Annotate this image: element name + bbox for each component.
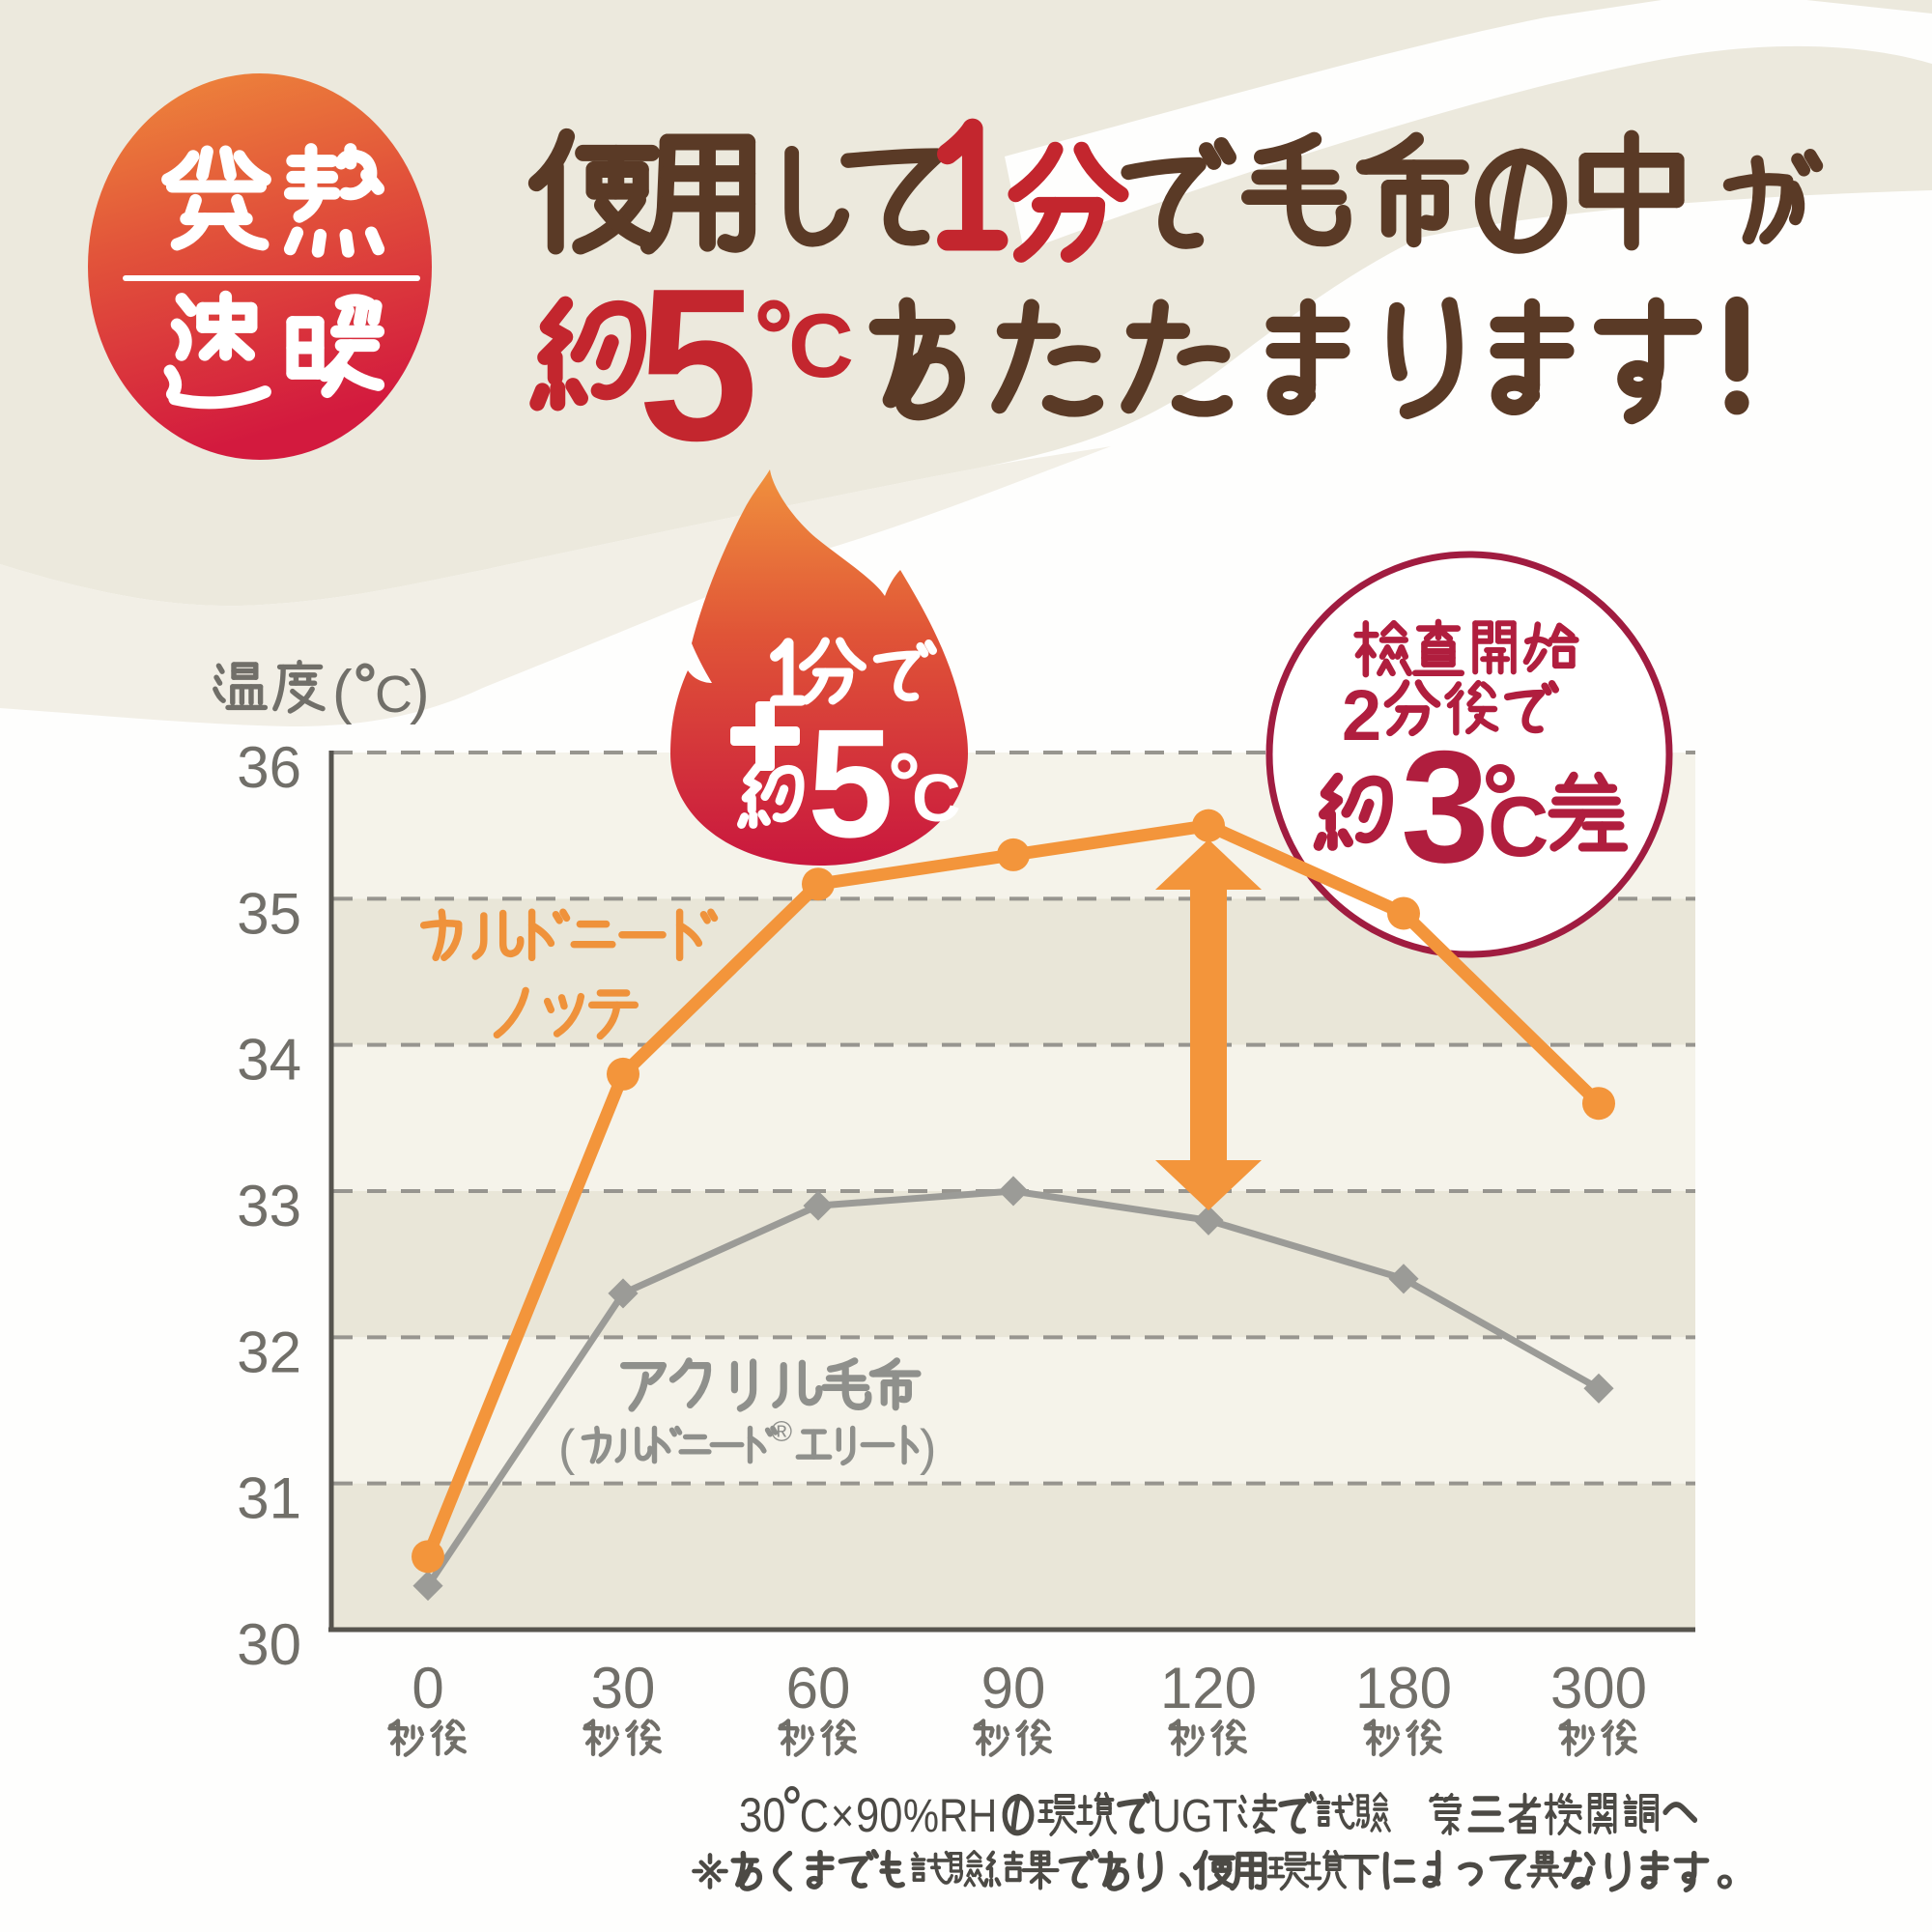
svg-text:%RH: %RH xyxy=(903,1789,998,1841)
svg-text:UGT: UGT xyxy=(1152,1789,1237,1841)
svg-text:C: C xyxy=(788,295,854,396)
svg-text:90: 90 xyxy=(981,1656,1046,1720)
svg-text:32: 32 xyxy=(237,1320,301,1384)
svg-text:5: 5 xyxy=(808,696,894,869)
svg-text:): ) xyxy=(920,1420,936,1476)
svg-text:33: 33 xyxy=(237,1174,301,1238)
svg-text:(: ( xyxy=(332,659,353,725)
svg-text:90: 90 xyxy=(856,1788,902,1841)
svg-text:180: 180 xyxy=(1355,1656,1452,1720)
svg-text:34: 34 xyxy=(237,1028,301,1093)
svg-text:30: 30 xyxy=(591,1656,656,1720)
svg-text:®: ® xyxy=(771,1416,792,1448)
svg-text:120: 120 xyxy=(1160,1656,1257,1720)
svg-text:36: 36 xyxy=(237,735,301,800)
svg-text:C: C xyxy=(800,1789,829,1841)
svg-text:35: 35 xyxy=(237,881,301,946)
svg-text:(: ( xyxy=(558,1420,576,1476)
svg-text:×: × xyxy=(831,1789,854,1841)
svg-text:2: 2 xyxy=(1342,675,1381,755)
svg-text:31: 31 xyxy=(237,1466,301,1531)
svg-text:30: 30 xyxy=(237,1612,301,1677)
svg-text:300: 300 xyxy=(1550,1656,1647,1720)
svg-text:5: 5 xyxy=(638,242,758,486)
svg-text:30: 30 xyxy=(739,1788,785,1841)
svg-text:0: 0 xyxy=(412,1656,443,1720)
svg-text:60: 60 xyxy=(786,1656,851,1720)
svg-text:C: C xyxy=(375,666,412,724)
svg-text:C: C xyxy=(912,760,961,836)
svg-text:): ) xyxy=(410,659,430,725)
svg-text:3: 3 xyxy=(1401,718,1490,895)
svg-text:C: C xyxy=(1488,779,1549,874)
